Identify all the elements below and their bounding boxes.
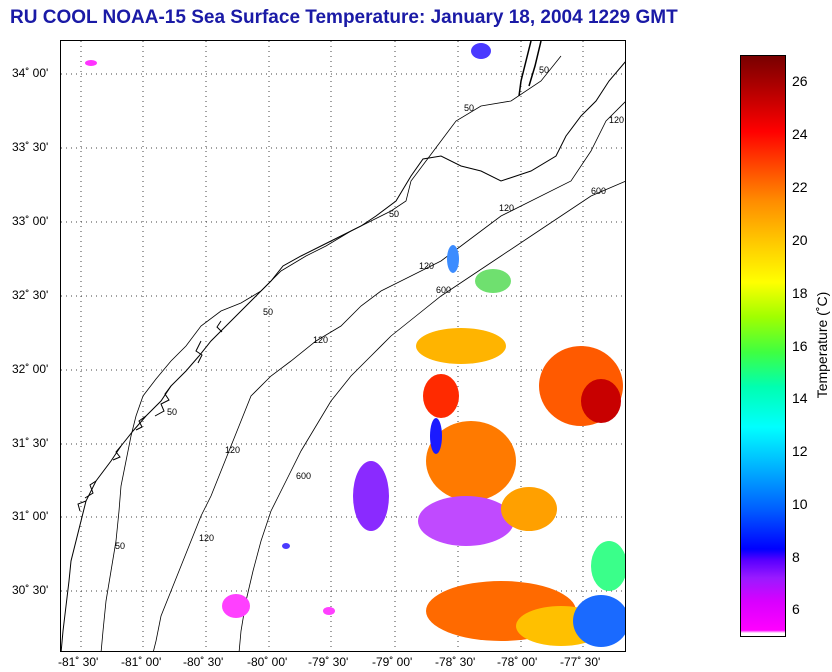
isobath-label: 600 [436,285,451,295]
sst-patch [282,543,290,549]
sst-patch [353,461,389,531]
sst-patch [475,269,511,293]
isobath-120 [153,101,625,651]
graticule [61,41,625,651]
isobath-label: 120 [419,261,434,271]
latitude-label: 32˚ 00' [12,362,49,376]
estuary [518,41,542,97]
coast-detail [77,320,223,512]
isobath-label: 120 [609,115,624,125]
isobath-label: 600 [296,471,311,481]
sst-patch [418,496,514,546]
latitude-label: 31˚ 30' [12,436,49,450]
latitude-label: 34˚ 00' [12,66,49,80]
longitude-label: -78˚ 00' [497,655,538,669]
sst-patch [430,418,442,454]
sst-patch [426,421,516,501]
longitude-label: -79˚ 30' [308,655,349,669]
isobath-label: 50 [115,541,125,551]
isobath-50 [100,55,562,651]
isobath-label-group: 50 50 50 50 50 50 120 120 120 120 120 12… [115,65,624,551]
isobath-label: 120 [199,533,214,543]
sst-map: 50 50 50 50 50 50 120 120 120 120 120 12… [60,40,626,652]
sst-patch [323,607,335,615]
isobath-label: 50 [167,407,177,417]
sst-patch [471,43,491,59]
isobath-label: 600 [591,186,606,196]
isobath-600 [238,180,625,651]
longitude-label: -78˚ 30' [435,655,476,669]
sst-patch [85,60,97,66]
sst-patches [85,43,625,647]
colorbar-tick: 16 [792,338,808,354]
colorbar-tick: 10 [792,496,808,512]
colorbar-tick: 8 [792,549,800,565]
map-title: RU COOL NOAA-15 Sea Surface Temperature:… [10,7,678,28]
longitude-label: -80˚ 00' [247,655,288,669]
colorbar-tick: 20 [792,232,808,248]
colorbar-label: Temperature (˚C) [814,291,830,399]
sst-patch [501,487,557,531]
temperature-colorbar [740,55,786,637]
colorbar-tick: 24 [792,126,808,142]
longitude-label: -79˚ 00' [372,655,413,669]
latitude-label: 33˚ 00' [12,214,49,228]
longitude-label: -80˚ 30' [183,655,224,669]
isobath-label: 50 [539,65,549,75]
sst-map-canvas: 50 50 50 50 50 50 120 120 120 120 120 12… [61,41,625,651]
isobath-label: 50 [389,209,399,219]
colorbar-tick: 14 [792,390,808,406]
isobath-label: 120 [313,335,328,345]
latitude-label: 33˚ 30' [12,140,49,154]
latitude-label: 30˚ 30' [12,583,49,597]
colorbar-tick: 18 [792,285,808,301]
colorbar-tick: 12 [792,443,808,459]
isobath-label: 120 [225,445,240,455]
isobath-label: 120 [499,203,514,213]
longitude-label: -81˚ 00' [121,655,162,669]
longitude-label: -77˚ 30' [560,655,601,669]
longitude-label: -81˚ 30' [58,655,99,669]
sst-patch [447,245,459,273]
colorbar-tick: 26 [792,73,808,89]
colorbar-tick: 6 [792,601,800,617]
sst-patch [581,379,621,423]
latitude-label: 31˚ 00' [12,509,49,523]
colorbar-tick: 22 [792,179,808,195]
isobath-label: 50 [464,103,474,113]
sst-patch [573,595,625,647]
isobath-label: 50 [263,307,273,317]
sst-patch [423,374,459,418]
sst-patch [222,594,250,618]
coastline [61,61,625,651]
sst-patch [591,541,625,591]
latitude-label: 32˚ 30' [12,288,49,302]
sst-patch [416,328,506,364]
